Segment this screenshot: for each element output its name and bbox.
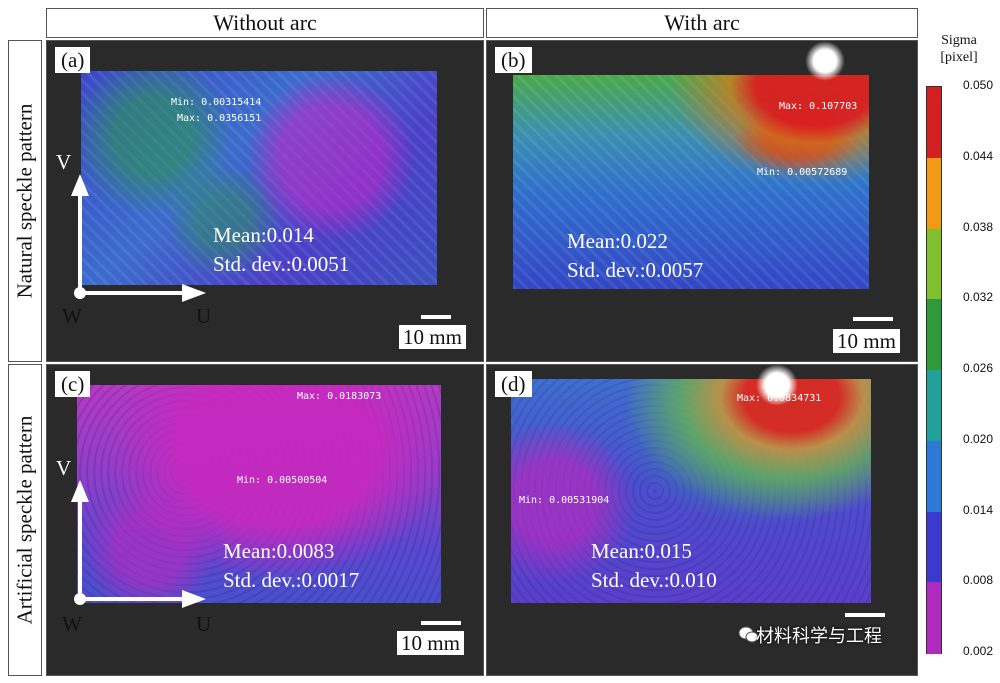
panel-b-scale-bar [853,317,893,321]
panel-c-mean: Mean:0.0083 [223,539,335,563]
panel-d-std: Std. dev.:0.010 [591,568,717,592]
colorbar-strip [926,86,942,654]
panel-c-tag: (c) [55,371,91,397]
panel-b-std: Std. dev.:0.0057 [567,258,704,282]
colorbar-segment [927,228,941,300]
colorbar-tick-label: 0.002 [963,644,994,658]
colorbar-segment [927,299,941,371]
colorbar-title: Sigma [pixel] [924,32,994,66]
row-label-artificial: Artificial speckle pattern [8,364,42,676]
colorbar-tick-label: 0.020 [963,431,994,446]
panel-d-scale-bar [845,613,885,617]
row-label-natural-text: Natural speckle pattern [12,103,37,299]
colorbar-tick-label: 0.032 [963,290,994,305]
panel-d-mean: Mean:0.015 [591,539,692,563]
panel-a-std: Std. dev.:0.0051 [213,252,350,276]
colorbar-segment [927,87,941,159]
panel-c-max-label: Max: 0.0183073 [297,391,382,402]
panel-a-tag: (a) [55,47,91,73]
axes-natural [71,174,206,302]
colorbar-tick-label: 0.038 [963,219,994,234]
colorbar-tick-label: 0.026 [963,361,994,375]
panel-b: (b) Max: 0.107703 Min: 0.00572689 Mean:0… [486,40,918,362]
panel-c-scale-label: 10 mm [397,631,464,655]
colorbar-segment [927,582,941,654]
panel-a-max-label: Max: 0.0356151 [177,113,262,124]
axis-u-label-natural: U [196,304,212,328]
axis-w-label-natural: W [62,304,82,328]
panel-d-min-label: Min: 0.00531904 [519,495,610,506]
panel-d-heatmap [511,379,871,603]
panel-b-arc-glare [805,41,845,81]
colorbar-segment [927,511,941,583]
panel-a-min-label: Min: 0.00315414 [171,97,262,108]
colorbar-tick-label: 0.014 [963,502,994,517]
axis-w-label-artificial: W [62,612,82,636]
axis-v-label-natural: V [56,150,72,174]
row-label-natural: Natural speckle pattern [8,40,42,362]
row-label-artificial-text: Artificial speckle pattern [12,415,37,625]
panel-d-arc-glare [755,365,799,405]
colorbar-tick-label: 0.044 [963,148,994,163]
panel-c-scale-bar [421,621,461,625]
panel-b-tag: (b) [495,47,532,73]
axis-u-label-artificial: U [196,612,212,636]
panel-a-heatmap [81,71,437,285]
panel-a: (a) Min: 0.00315414 Max: 0.0356151 Mean:… [46,40,484,362]
panel-d-max-label: Max: 0.0834731 [737,393,822,404]
panel-a-scale-label: 10 mm [399,325,466,349]
colorbar-segment [927,440,941,512]
wechat-icon [738,626,759,643]
panel-c-std: Std. dev.:0.0017 [223,568,360,592]
panel-b-heatmap [513,75,869,289]
axes-artificial [71,480,206,608]
panel-a-scale-bar [421,315,451,319]
colorbar-title-line2: [pixel] [940,50,978,65]
panel-b-min-label: Min: 0.00572689 [757,167,848,178]
colorbar-tick-label: 0.008 [963,573,994,588]
panel-b-mean: Mean:0.022 [567,229,668,253]
column-header-with-arc: With arc [486,8,918,38]
colorbar-tick-label: 0.050 [963,78,994,92]
colorbar-segment [927,157,941,229]
panel-c: (c) Max: 0.0183073 Min: 0.00500504 Mean:… [46,364,484,676]
colorbar-segment [927,370,941,442]
column-header-without-arc: Without arc [46,8,484,38]
panel-c-min-label: Min: 0.00500504 [237,475,328,486]
panel-c-heatmap [77,385,441,603]
panel-b-scale-label: 10 mm [833,329,900,353]
panel-b-max-label: Max: 0.107703 [779,101,858,112]
colorbar-title-line1: Sigma [941,33,977,48]
panel-a-mean: Mean:0.014 [213,223,314,247]
axis-v-label-artificial: V [56,456,72,480]
panel-d-tag: (d) [495,371,532,397]
watermark: 材料科学与工程 [756,626,882,647]
panel-d: (d) Max: 0.0834731 Min: 0.00531904 Mean:… [486,364,918,676]
